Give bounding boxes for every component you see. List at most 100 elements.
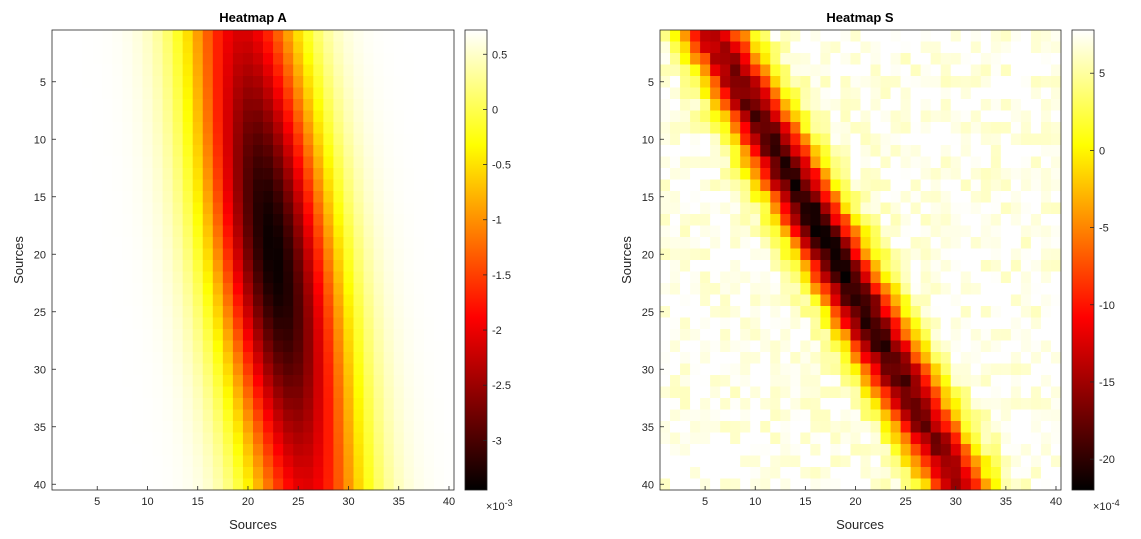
heatmap-a-cell [142,30,153,42]
heatmap-s-cell [1000,133,1012,146]
heatmap-s-cell [920,30,932,42]
heatmap-s-cell [720,432,731,445]
heatmap-a-cell [242,191,254,203]
heatmap-a-cell [353,467,364,479]
heatmap-a-cell [413,306,425,318]
heatmap-s-cell [750,53,761,65]
heatmap-a-cell [333,76,344,88]
heatmap-a-cell [353,214,364,226]
heatmap-s-cell [1050,41,1062,54]
heatmap-a-cell [132,122,143,134]
heatmap-a-cell [303,386,314,399]
heatmap-s-cell [1010,225,1022,238]
heatmap-a-cell [313,352,324,364]
heatmap-a-cell [443,375,455,387]
heatmap-s-cell [970,145,982,157]
heatmap-a-cell [393,363,405,376]
heatmap-s-cell [920,133,932,146]
heatmap-s-cell [920,122,932,134]
heatmap-s-cell [920,432,932,445]
heatmap-a-cell [323,30,334,42]
heatmap-a-cell [353,317,364,330]
heatmap-s-cell [840,87,851,100]
heatmap-a-cell [343,53,354,65]
heatmap-a-cell [72,145,83,157]
heatmap-a-cell [393,110,405,123]
heatmap-a-cell [403,421,415,433]
heatmap-a-cell [253,122,264,134]
heatmap-a-cell [192,156,204,169]
heatmap-a-cell [242,87,254,100]
heatmap-s-cell [760,455,771,468]
heatmap-a-cell [132,179,143,192]
heatmap-s-cell [990,30,1002,42]
heatmap-a-cell [192,306,204,318]
heatmap-s-cell [890,179,901,192]
heatmap-s-cell [780,145,791,157]
heatmap-s-cell [810,133,821,146]
heatmap-a-cell [92,329,103,341]
heatmap-a-cell [393,398,405,410]
heatmap-a-cell [303,76,314,88]
heatmap-a-cell [303,214,314,226]
heatmap-a-cell [293,421,304,433]
heatmap-a-cell [232,191,244,203]
heatmap-s-cell [910,421,922,433]
heatmap-s-cell [660,386,671,399]
heatmap-s-cell [800,306,811,318]
heatmap-a-cell [172,409,183,422]
heatmap-s-cell [1050,432,1062,445]
heatmap-s-cell [770,283,781,295]
heatmap-s-cell [920,386,932,399]
heatmap-s-cell [760,191,771,203]
heatmap-s-cell [800,409,811,422]
heatmap-a-cell [112,179,123,192]
heatmap-a-cell [293,87,304,100]
heatmap-s-cell [1010,202,1022,215]
heatmap-s-cell [1030,133,1042,146]
heatmap-a-cell [52,99,63,111]
heatmap-a-cell [92,260,103,272]
heatmap-a-cell [253,99,264,111]
heatmap-a-cell [323,283,334,295]
heatmap-s-y-tick-label: 40 [642,479,654,491]
heatmap-a-cell [192,352,204,364]
heatmap-a-cell [102,283,113,295]
heatmap-s-cell [790,225,801,238]
heatmap-s-cell [730,260,741,272]
heatmap-a-cell [172,122,183,134]
heatmap-a-cell [202,145,214,157]
heatmap-a-cell [122,283,133,295]
heatmap-a-cell [122,455,133,468]
colorbar-a [464,29,488,491]
heatmap-s-cell [980,432,992,445]
heatmap-a-cell [353,133,364,146]
heatmap-s-cell [910,168,922,180]
heatmap-s-cell [820,294,831,307]
heatmap-s-cell [840,76,851,88]
heatmap-s-cell [1000,64,1012,77]
heatmap-s-cell [660,375,671,387]
heatmap-s-cell [930,294,942,307]
heatmap-a-cell [112,329,123,341]
heatmap-s-cell [980,478,992,491]
heatmap-a-cell [373,30,384,42]
heatmap-s-cell [980,214,992,226]
heatmap-s-cell [860,133,871,146]
heatmap-a-cell [232,375,244,387]
heatmap-s-cell [1030,260,1042,272]
heatmap-a-cell [232,478,244,491]
heatmap-s-cell [810,260,821,272]
heatmap-a-cell [383,168,395,180]
heatmap-s-cell [910,260,922,272]
heatmap-a-cell [293,294,304,307]
heatmap-a-x-ticks: 5 10 15 20 25 30 35 40 [94,486,455,508]
heatmap-s-cell [810,156,821,169]
heatmap-s-cell [1030,156,1042,169]
heatmap-s-cell [1050,53,1062,65]
heatmap-a-cell [72,340,83,353]
heatmap-s-cell [770,260,781,272]
heatmap-s-cell [700,294,711,307]
heatmap-a-cell [403,329,415,341]
heatmap-s-cell [740,260,751,272]
